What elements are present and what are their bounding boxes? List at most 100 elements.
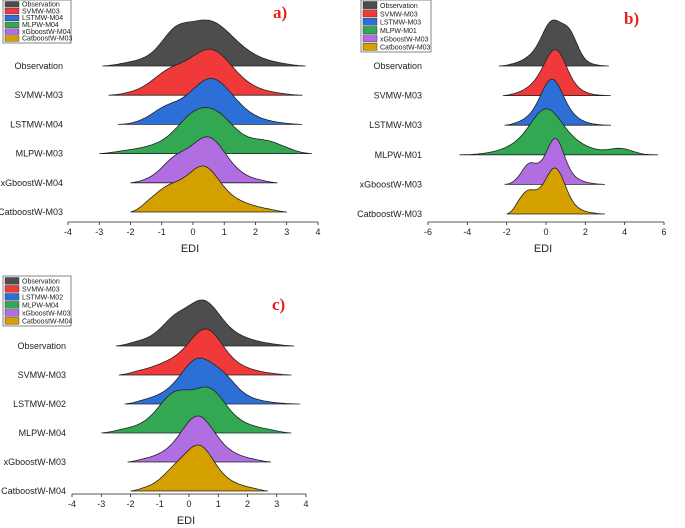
x-tick-label: 1 xyxy=(222,227,227,237)
legend-swatch xyxy=(362,34,378,43)
ridge-xgboostw-m04 xyxy=(130,136,278,184)
legend-entry: xGboostW-M03 xyxy=(22,311,71,318)
category-label: xGboostW-M04 xyxy=(1,178,63,188)
x-tick-label: 6 xyxy=(661,227,666,237)
x-tick-label: 2 xyxy=(245,499,250,509)
legend: ObservationSVMW-M03LSTMW-M04MLPW-M04xGbo… xyxy=(2,0,73,44)
category-label: LSTMW-M02 xyxy=(13,399,66,409)
legend-swatch xyxy=(4,1,20,8)
x-tick-label: 0 xyxy=(186,499,191,509)
x-tick-label: -4 xyxy=(64,227,72,237)
legend-entry: CatboostW-M04 xyxy=(22,319,73,326)
ridge-svmw-m03 xyxy=(502,49,611,96)
x-tick-label: 3 xyxy=(284,227,289,237)
category-label: SVMW-M03 xyxy=(18,370,66,380)
legend-entry: xGboostW-M04 xyxy=(22,29,71,36)
legend-swatch xyxy=(4,28,20,35)
panel-b: ObservationSVMW-M03LSTMW-M03MLPW-M01xGbo… xyxy=(357,0,667,255)
ridge-xgboostw-m03 xyxy=(504,138,605,185)
x-tick-label: -3 xyxy=(97,499,105,509)
ridge-mlpw-m03 xyxy=(99,107,312,154)
ridge-observation xyxy=(115,299,295,347)
legend-swatch xyxy=(4,277,20,285)
legend-entry: Observation xyxy=(22,1,60,8)
x-tick-label: 1 xyxy=(216,499,221,509)
x-axis-title: EDI xyxy=(177,515,195,527)
legend-swatch xyxy=(4,8,20,15)
ridge-observation xyxy=(498,19,609,67)
legend-swatch xyxy=(4,285,20,293)
category-label: Observation xyxy=(373,61,422,71)
ridge-svmw-m03 xyxy=(118,328,292,376)
category-label: SVMW-M03 xyxy=(15,90,63,100)
legend-entry: MLPW-M04 xyxy=(22,22,59,29)
legend-entry: SVMW-M03 xyxy=(380,11,418,18)
legend-swatch xyxy=(4,14,20,22)
category-label: Observation xyxy=(14,61,63,71)
x-tick-label: 4 xyxy=(303,499,308,509)
ridge-lstmw-m04 xyxy=(117,78,303,125)
legend-swatch xyxy=(4,301,20,309)
x-axis-title: EDI xyxy=(181,243,199,255)
ridge-lstmw-m03 xyxy=(504,78,611,126)
ridge-catboostw-m03 xyxy=(506,167,605,215)
ridge-observation xyxy=(102,19,306,67)
legend-entry: LSTMW-M02 xyxy=(22,295,63,302)
category-label: SVMW-M03 xyxy=(374,91,422,101)
category-label: CatboostW-M03 xyxy=(0,207,63,217)
legend-swatch xyxy=(4,21,20,28)
legend-entry: LSTMW-M03 xyxy=(380,20,421,27)
category-label: xGboostW-M03 xyxy=(360,179,422,189)
legend-swatch xyxy=(362,9,378,18)
category-label: LSTMW-M04 xyxy=(10,119,63,129)
panel-tag: a) xyxy=(273,3,287,22)
category-label: MLPW-M04 xyxy=(19,428,66,438)
legend-swatch xyxy=(4,309,20,317)
x-tick-label: -4 xyxy=(68,499,76,509)
x-tick-label: -2 xyxy=(126,227,134,237)
category-label: MLPW-M03 xyxy=(16,149,63,159)
x-tick-label: -1 xyxy=(158,227,166,237)
legend-swatch xyxy=(362,17,378,26)
ridge-xgboostw-m03 xyxy=(127,415,271,463)
legend-entry: CatboostW-M03 xyxy=(22,36,73,43)
x-tick-label: -1 xyxy=(156,499,164,509)
category-label: CatboostW-M03 xyxy=(357,209,422,219)
legend-swatch xyxy=(4,35,20,42)
legend-entry: xGboostW-M03 xyxy=(380,36,429,43)
x-tick-label: -6 xyxy=(424,227,432,237)
panel-tag: c) xyxy=(272,295,285,314)
x-tick-label: -3 xyxy=(95,227,103,237)
ridge-lstmw-m02 xyxy=(124,357,301,405)
panel-a: Observation SVMW-M03 LSTMW-M04 MLPW-M03 xGbo… xyxy=(0,0,321,255)
legend-entry: Observation xyxy=(380,3,418,10)
legend-entry: MLPW-M04 xyxy=(22,303,59,310)
ridge-svmw-m03 xyxy=(108,48,303,96)
x-tick-label: -2 xyxy=(503,227,511,237)
category-label: CatboostW-M04 xyxy=(1,486,66,496)
category-label: LSTMW-M03 xyxy=(369,120,422,130)
legend-entry: CatboostW-M03 xyxy=(380,45,431,52)
legend-swatch xyxy=(4,293,20,301)
x-tick-label: -4 xyxy=(463,227,471,237)
legend: ObservationSVMW-M03LSTMW-M02MLPW-M04xGbo… xyxy=(2,275,73,327)
x-tick-label: 0 xyxy=(543,227,548,237)
legend-swatch xyxy=(362,1,378,9)
category-label: xGboostW-M03 xyxy=(4,457,66,467)
x-tick-label: -2 xyxy=(126,499,134,509)
x-tick-label: 4 xyxy=(622,227,627,237)
legend-entry: Observation xyxy=(22,279,60,286)
x-tick-label: 3 xyxy=(274,499,279,509)
x-tick-label: 2 xyxy=(253,227,258,237)
panel-tag: b) xyxy=(624,9,639,28)
x-tick-label: 4 xyxy=(315,227,320,237)
legend-entry: MLPW-M01 xyxy=(380,28,417,35)
ridge-catboostw-m04 xyxy=(130,444,269,492)
legend-entry: SVMW-M03 xyxy=(22,287,60,294)
legend-swatch xyxy=(4,317,20,325)
x-tick-label: 0 xyxy=(190,227,195,237)
category-label: Observation xyxy=(17,341,66,351)
legend-swatch xyxy=(362,42,378,51)
